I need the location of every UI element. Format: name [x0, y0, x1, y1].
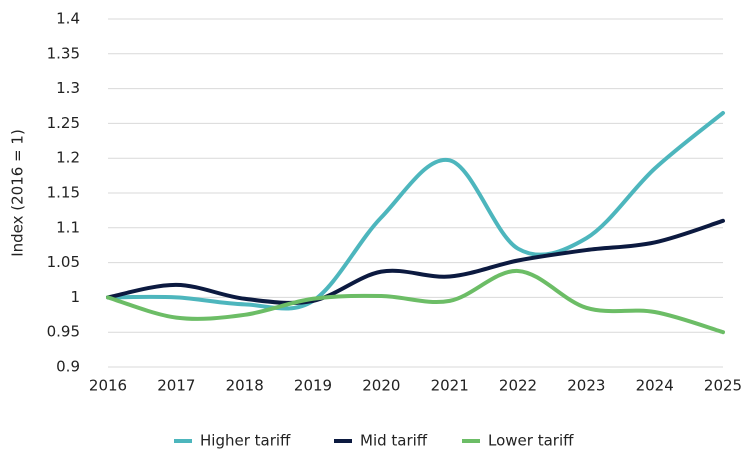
x-tick-label: 2025	[704, 377, 742, 395]
y-tick-label: 1.25	[47, 114, 80, 132]
y-tick-label: 1.3	[56, 79, 80, 97]
y-tick-label: 1.35	[47, 44, 80, 62]
legend-label: Lower tariff	[488, 432, 574, 450]
y-tick-label: 1.4	[56, 10, 80, 28]
y-tick-label: 1.15	[47, 184, 80, 202]
y-tick-label: 0.95	[47, 323, 80, 341]
series-line	[106, 268, 725, 335]
x-tick-label: 2022	[499, 377, 537, 395]
x-tick-label: 2020	[362, 377, 400, 395]
series-line	[106, 218, 725, 305]
x-tick-label: 2016	[89, 377, 127, 395]
y-tick-label: 1.2	[56, 149, 80, 167]
x-tick-label: 2017	[157, 377, 195, 395]
series-line	[106, 110, 725, 311]
y-tick-label: 1	[70, 288, 80, 306]
y-axis-label: Index (2016 = 1)	[9, 129, 27, 257]
x-tick-label: 2018	[226, 377, 264, 395]
x-tick-label: 2021	[431, 377, 469, 395]
legend-label: Mid tariff	[360, 432, 428, 450]
y-tick-label: 1.1	[56, 218, 80, 236]
legend-label: Higher tariff	[200, 432, 291, 450]
y-tick-label: 1.05	[47, 253, 80, 271]
y-tick-label: 0.9	[56, 358, 80, 376]
x-tick-label: 2019	[294, 377, 332, 395]
x-tick-label: 2024	[636, 377, 674, 395]
x-tick-label: 2023	[567, 377, 605, 395]
